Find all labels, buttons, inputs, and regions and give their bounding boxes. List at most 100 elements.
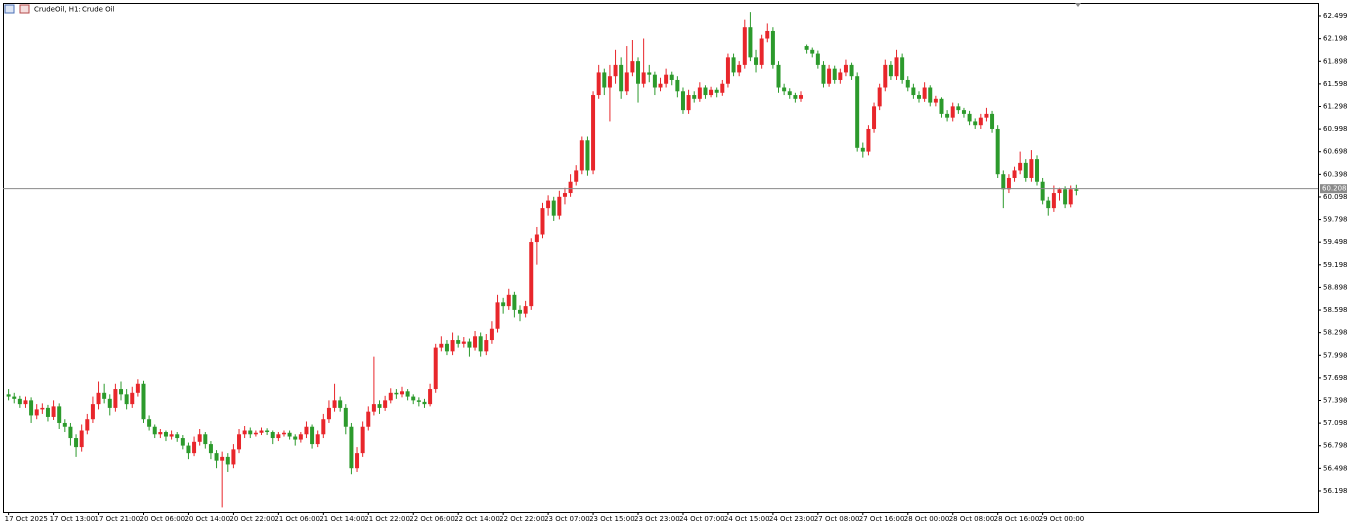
candle-body xyxy=(1012,170,1017,178)
candle-body xyxy=(495,302,500,329)
candle-body xyxy=(186,445,191,454)
candle-body xyxy=(523,306,528,314)
candle-body xyxy=(961,110,966,114)
candle-body xyxy=(518,309,523,314)
candle-body xyxy=(765,30,770,39)
candle-body xyxy=(135,383,140,393)
chart-icon[interactable] xyxy=(19,4,30,14)
candle-body xyxy=(242,430,247,435)
x-tick-label: 21 Oct 22:00 xyxy=(364,515,410,523)
candle-body xyxy=(332,400,337,408)
candle-body xyxy=(720,83,725,93)
candle-body xyxy=(787,91,792,96)
candle-body xyxy=(366,411,371,427)
candle-body xyxy=(343,407,348,427)
candle-body xyxy=(383,400,388,408)
candle-body xyxy=(293,436,298,440)
candle-body xyxy=(450,340,455,352)
x-tick-label: 21 Oct 14:00 xyxy=(319,515,365,523)
candle-body xyxy=(922,87,927,99)
candle-body xyxy=(175,434,180,439)
candle-body xyxy=(388,392,393,401)
last-price-box xyxy=(1320,184,1347,194)
candle-body xyxy=(57,406,62,423)
candle-body xyxy=(641,72,646,84)
candle-body xyxy=(759,38,764,65)
y-tick-label: 60.098 xyxy=(1323,193,1348,201)
candle-body xyxy=(444,343,449,352)
y-tick-label: 58.898 xyxy=(1323,283,1348,291)
candle-body xyxy=(894,57,899,77)
candle-body xyxy=(338,400,343,408)
x-tick-label: 28 Oct 00:00 xyxy=(904,515,950,523)
candle-body xyxy=(276,434,281,439)
candle-body xyxy=(281,432,286,435)
x-tick-label: 28 Oct 08:00 xyxy=(949,515,995,523)
candle-body xyxy=(197,434,202,442)
header[interactable]: CrudeOil, H1: Crude Oil xyxy=(4,4,115,14)
candle-body xyxy=(265,430,270,433)
candle-body xyxy=(714,89,719,93)
y-tick-label: 57.998 xyxy=(1323,351,1348,359)
y-tick-label: 60.698 xyxy=(1323,148,1348,156)
candle-body xyxy=(804,46,809,50)
candle-body xyxy=(68,426,73,439)
candle-body xyxy=(630,61,635,73)
candle-body xyxy=(79,430,84,448)
candle-body xyxy=(697,87,702,99)
candle-body xyxy=(1074,189,1079,191)
candle-body xyxy=(529,242,534,307)
candles xyxy=(6,12,1079,508)
candle-body xyxy=(422,401,427,405)
candle-body xyxy=(253,432,258,435)
candle-body xyxy=(725,57,730,84)
candle-body xyxy=(360,426,365,454)
candle-body xyxy=(287,432,292,437)
candle-body xyxy=(664,74,669,84)
y-tick-label: 60.398 xyxy=(1323,170,1348,178)
candle-body xyxy=(551,200,556,216)
y-tick-label: 58.298 xyxy=(1323,329,1348,337)
candle-body xyxy=(96,392,101,405)
candle-body xyxy=(74,438,79,448)
candle-body xyxy=(433,347,438,390)
x-tick-label: 22 Oct 06:00 xyxy=(409,515,455,523)
y-tick-label: 57.098 xyxy=(1323,419,1348,427)
candle-body xyxy=(568,181,573,194)
candle-body xyxy=(872,106,877,129)
candle-body xyxy=(439,343,444,348)
candle-body xyxy=(158,432,163,435)
candle-body xyxy=(782,87,787,92)
y-tick-label: 57.398 xyxy=(1323,397,1348,405)
candle-body xyxy=(169,434,174,437)
candle-body xyxy=(602,72,607,88)
candle-body xyxy=(737,64,742,73)
x-tick-label: 20 Oct 14:00 xyxy=(184,515,230,523)
candle-body xyxy=(113,389,118,408)
candle-body xyxy=(995,128,1000,175)
candle-body xyxy=(613,64,618,77)
y-tick-label: 56.498 xyxy=(1323,464,1348,472)
shift-marker[interactable] xyxy=(1075,3,1081,7)
candle-body xyxy=(939,98,944,114)
candle-body xyxy=(1063,189,1068,205)
y-tick-label: 59.198 xyxy=(1323,261,1348,269)
candle-body xyxy=(709,89,714,96)
candle-body xyxy=(636,61,641,84)
candle-body xyxy=(956,106,961,111)
candle-body xyxy=(821,64,826,84)
candle-body xyxy=(754,57,759,65)
candle-body xyxy=(692,95,697,99)
menu-icon[interactable] xyxy=(4,4,15,14)
x-tick-label: 22 Oct 14:00 xyxy=(454,515,500,523)
y-tick-label: 62.198 xyxy=(1323,35,1348,43)
x-tick-label: 27 Oct 08:00 xyxy=(814,515,860,523)
candle-body xyxy=(208,444,213,454)
candle-body xyxy=(119,389,124,395)
x-tick-label: 20 Oct 06:00 xyxy=(139,515,185,523)
candle-body xyxy=(973,121,978,126)
candle-body xyxy=(776,64,781,88)
candle-body xyxy=(579,140,584,171)
